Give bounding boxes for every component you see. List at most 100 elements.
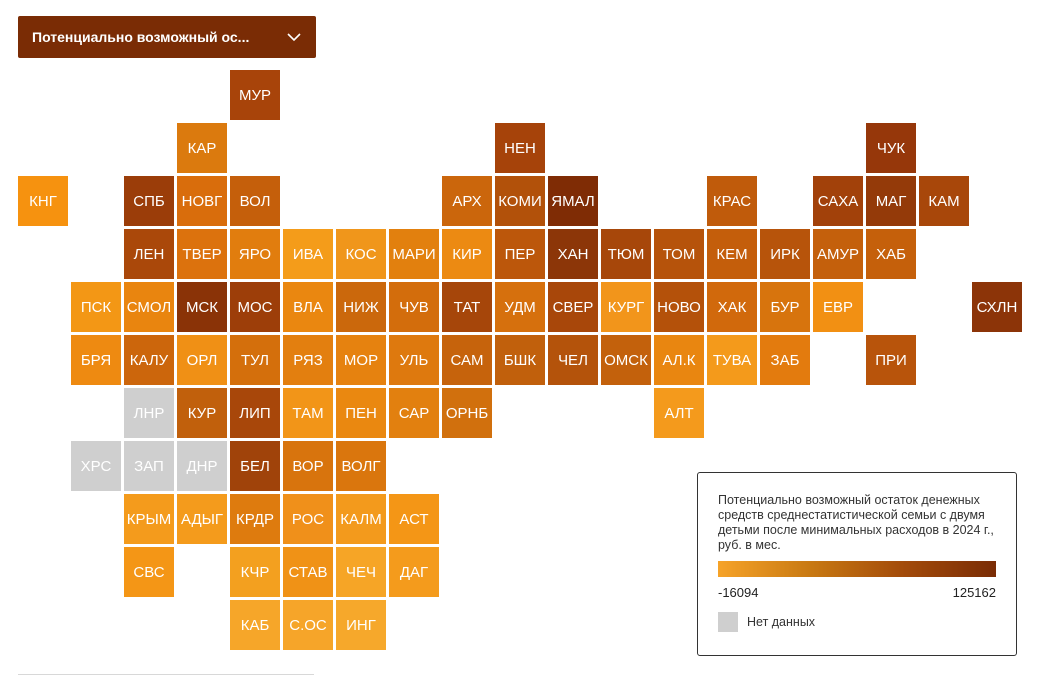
chevron-down-icon[interactable] <box>286 29 302 45</box>
region-tile[interactable]: ДНР <box>177 441 227 491</box>
region-tile[interactable]: ТЮМ <box>601 229 651 279</box>
region-tile[interactable]: ТОМ <box>654 229 704 279</box>
region-tile[interactable]: КОМИ <box>495 176 545 226</box>
region-tile[interactable]: МОС <box>230 282 280 332</box>
region-tile[interactable]: АСТ <box>389 494 439 544</box>
region-tile[interactable]: ОРНБ <box>442 388 492 438</box>
region-tile[interactable]: АРХ <box>442 176 492 226</box>
region-tile[interactable]: КРАС <box>707 176 757 226</box>
region-tile[interactable]: КЧР <box>230 547 280 597</box>
region-tile[interactable]: МАРИ <box>389 229 439 279</box>
region-tile[interactable]: ЧЕЛ <box>548 335 598 385</box>
legend: Потенциально возможный остаток денежных … <box>697 472 1017 656</box>
region-tile[interactable]: БШК <box>495 335 545 385</box>
region-tile[interactable]: БУР <box>760 282 810 332</box>
region-tile[interactable]: НОВО <box>654 282 704 332</box>
region-tile[interactable]: СПБ <box>124 176 174 226</box>
region-tile[interactable]: КАЛУ <box>124 335 174 385</box>
region-tile[interactable]: УЛЬ <box>389 335 439 385</box>
legend-scale-labels: -16094 125162 <box>718 585 996 600</box>
region-tile[interactable]: ХАК <box>707 282 757 332</box>
region-tile[interactable]: ВОЛГ <box>336 441 386 491</box>
region-tile[interactable]: БЕЛ <box>230 441 280 491</box>
region-tile[interactable]: АЛТ <box>654 388 704 438</box>
region-tile[interactable]: ИВА <box>283 229 333 279</box>
region-tile[interactable]: ЯМАЛ <box>548 176 598 226</box>
region-tile[interactable]: ПРИ <box>866 335 916 385</box>
region-tile[interactable]: САМ <box>442 335 492 385</box>
region-tile[interactable]: ПСК <box>71 282 121 332</box>
indicator-dropdown[interactable]: Потенциально возможный ос... <box>18 16 316 58</box>
region-tile[interactable]: ХАБ <box>866 229 916 279</box>
region-tile[interactable]: ЧЕЧ <box>336 547 386 597</box>
region-tile[interactable]: НИЖ <box>336 282 386 332</box>
region-tile[interactable]: ПЕР <box>495 229 545 279</box>
region-tile[interactable]: КАР <box>177 123 227 173</box>
region-tile[interactable]: АЛ.К <box>654 335 704 385</box>
region-tile[interactable]: ТУВА <box>707 335 757 385</box>
region-tile[interactable]: КУРГ <box>601 282 651 332</box>
region-tile[interactable]: ТАМ <box>283 388 333 438</box>
region-tile[interactable]: РЯЗ <box>283 335 333 385</box>
region-tile[interactable]: КОС <box>336 229 386 279</box>
region-tile[interactable]: САХА <box>813 176 863 226</box>
region-tile[interactable]: ЛЕН <box>124 229 174 279</box>
region-tile[interactable]: ТВЕР <box>177 229 227 279</box>
region-tile[interactable]: СВЕР <box>548 282 598 332</box>
region-tile[interactable]: СМОЛ <box>124 282 174 332</box>
region-tile[interactable]: МОР <box>336 335 386 385</box>
legend-max-label: 125162 <box>952 585 996 600</box>
region-tile[interactable]: СТАВ <box>283 547 333 597</box>
region-tile[interactable]: МАГ <box>866 176 916 226</box>
region-tile[interactable]: ВОЛ <box>230 176 280 226</box>
region-tile[interactable]: ИРК <box>760 229 810 279</box>
region-tile[interactable]: РОС <box>283 494 333 544</box>
legend-title: Потенциально возможный остаток денежных … <box>718 493 994 552</box>
region-tile[interactable]: ВОР <box>283 441 333 491</box>
region-tile[interactable]: КАМ <box>919 176 969 226</box>
region-tile[interactable]: СВС <box>124 547 174 597</box>
region-tile[interactable]: ХРС <box>71 441 121 491</box>
region-tile[interactable]: С.ОС <box>283 600 333 650</box>
region-tile[interactable]: КНГ <box>18 176 68 226</box>
region-tile[interactable]: МУР <box>230 70 280 120</box>
legend-gradient-bar <box>718 561 996 577</box>
region-tile[interactable]: КРЫМ <box>124 494 174 544</box>
region-tile[interactable]: ЗАП <box>124 441 174 491</box>
region-tile[interactable]: ЕВР <box>813 282 863 332</box>
region-tile[interactable]: ДАГ <box>389 547 439 597</box>
divider <box>18 674 314 675</box>
region-tile[interactable]: ХАН <box>548 229 598 279</box>
region-tile[interactable]: ОМСК <box>601 335 651 385</box>
region-tile[interactable]: ТАТ <box>442 282 492 332</box>
region-tile[interactable]: ЯРО <box>230 229 280 279</box>
legend-min-label: -16094 <box>718 585 759 600</box>
region-tile[interactable]: МСК <box>177 282 227 332</box>
region-tile[interactable]: ПЕН <box>336 388 386 438</box>
legend-no-data: Нет данных <box>718 612 996 632</box>
region-tile[interactable]: КАЛМ <box>336 494 386 544</box>
region-tile[interactable]: ЛНР <box>124 388 174 438</box>
region-tile[interactable]: АМУР <box>813 229 863 279</box>
region-tile[interactable]: САР <box>389 388 439 438</box>
region-tile[interactable]: КРДР <box>230 494 280 544</box>
region-tile[interactable]: КАБ <box>230 600 280 650</box>
region-tile[interactable]: ОРЛ <box>177 335 227 385</box>
region-tile[interactable]: НОВГ <box>177 176 227 226</box>
region-tile[interactable]: ЧУВ <box>389 282 439 332</box>
region-tile[interactable]: ИНГ <box>336 600 386 650</box>
region-tile[interactable]: ЧУК <box>866 123 916 173</box>
region-tile[interactable]: ЗАБ <box>760 335 810 385</box>
region-tile[interactable]: ЛИП <box>230 388 280 438</box>
region-tile[interactable]: СХЛН <box>972 282 1022 332</box>
region-tile[interactable]: УДМ <box>495 282 545 332</box>
region-tile[interactable]: КЕМ <box>707 229 757 279</box>
region-tile[interactable]: КУР <box>177 388 227 438</box>
region-tile[interactable]: КИР <box>442 229 492 279</box>
region-tile[interactable]: АДЫГ <box>177 494 227 544</box>
region-tile[interactable]: БРЯ <box>71 335 121 385</box>
region-tile[interactable]: ТУЛ <box>230 335 280 385</box>
region-tile[interactable]: ВЛА <box>283 282 333 332</box>
region-tile[interactable]: НЕН <box>495 123 545 173</box>
